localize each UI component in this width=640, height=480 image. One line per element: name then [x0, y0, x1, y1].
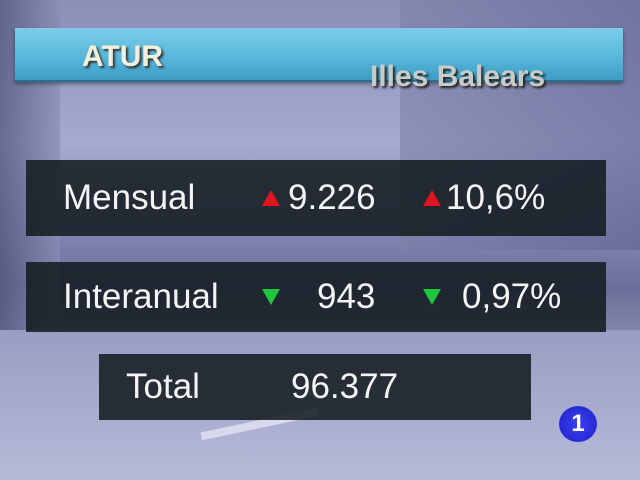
- row-value: 9.226: [288, 178, 376, 217]
- row-percent: 0,97%: [462, 277, 562, 316]
- row-label: Interanual: [63, 277, 219, 316]
- total-value: 96.377: [291, 367, 399, 406]
- triangle-down-icon: [423, 289, 441, 305]
- total-label: Total: [126, 367, 200, 406]
- total-row: Total 96.377: [99, 354, 531, 420]
- title-banner: [15, 28, 623, 82]
- region-label: Illes Balears: [370, 60, 546, 93]
- row-mensual: Mensual 9.226 10,6%: [26, 160, 606, 236]
- graphic-title: ATUR: [82, 40, 164, 73]
- row-value: 943: [317, 277, 376, 316]
- row-label: Mensual: [63, 178, 196, 217]
- row-interanual: Interanual 943 0,97%: [26, 262, 606, 332]
- triangle-down-icon: [262, 289, 280, 305]
- channel-logo: 1: [559, 406, 597, 442]
- triangle-up-icon: [262, 190, 280, 206]
- triangle-up-icon: [423, 190, 441, 206]
- row-percent: 10,6%: [446, 178, 546, 217]
